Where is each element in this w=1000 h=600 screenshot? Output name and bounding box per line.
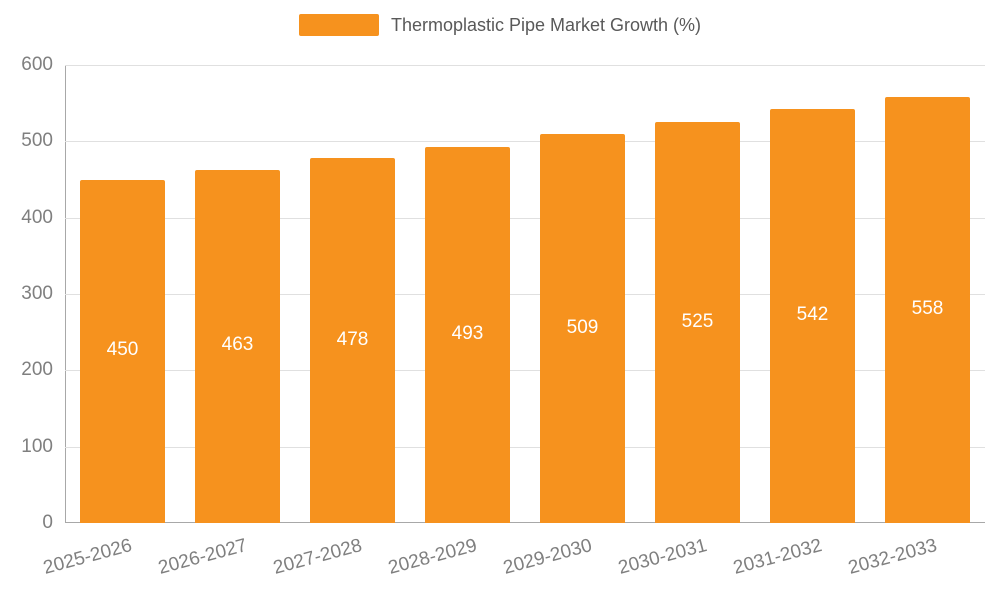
bar-value-label: 493: [451, 322, 484, 344]
legend-swatch-icon: [298, 14, 379, 36]
y-axis-tick-label: 0: [42, 512, 53, 533]
bar-value-label: 558: [911, 298, 944, 320]
gridline: [65, 217, 985, 219]
bar-value-label: 450: [106, 339, 139, 361]
x-axis-line: [65, 522, 985, 523]
chart-legend[interactable]: Thermoplastic Pipe Market Growth (%): [0, 14, 1000, 36]
x-axis-tick-label: 2029-2030: [500, 535, 594, 579]
gridline: [65, 370, 985, 372]
bar: 509: [540, 134, 625, 523]
bar: 558: [885, 97, 970, 523]
x-axis-tick-label: 2025-2026: [40, 535, 134, 579]
bar: 493: [425, 146, 510, 523]
bar-value-label: 478: [336, 328, 369, 350]
y-axis-tick-label: 600: [21, 54, 53, 75]
gridline: [65, 141, 985, 143]
bar-value-label: 542: [796, 304, 829, 326]
y-axis-tick-label: 500: [21, 130, 53, 152]
bar: 478: [310, 158, 395, 523]
x-axis-tick-label: 2031-2032: [730, 535, 824, 579]
x-axis-tick-label: 2028-2029: [385, 535, 479, 579]
bar: 525: [655, 122, 740, 523]
bar: 542: [770, 109, 855, 523]
x-axis-tick-label: 2032-2033: [845, 535, 939, 579]
bar-value-label: 509: [566, 316, 599, 338]
x-axis-tick-label: 2026-2027: [155, 535, 249, 579]
gridline: [65, 294, 985, 295]
bar: 463: [195, 169, 280, 523]
bar-value-label: 525: [681, 310, 714, 332]
bar: 450: [80, 179, 165, 523]
y-axis-tick-label: 100: [21, 435, 53, 457]
y-axis-tick-label: 400: [21, 206, 53, 228]
x-axis-tick-label: 2027-2028: [270, 535, 364, 579]
x-axis-tick-label: 2030-2031: [615, 535, 709, 579]
gridline: [65, 65, 985, 66]
y-axis-tick-label: 300: [21, 283, 53, 304]
bar-value-label: 463: [221, 334, 254, 356]
legend-label: Thermoplastic Pipe Market Growth (%): [390, 14, 702, 35]
gridline: [65, 446, 985, 448]
y-axis-tick-label: 200: [21, 359, 53, 381]
plot-area: 0 100 200 300 400 500 600 450 2025-2026 463 2026-2…: [21, 54, 985, 579]
